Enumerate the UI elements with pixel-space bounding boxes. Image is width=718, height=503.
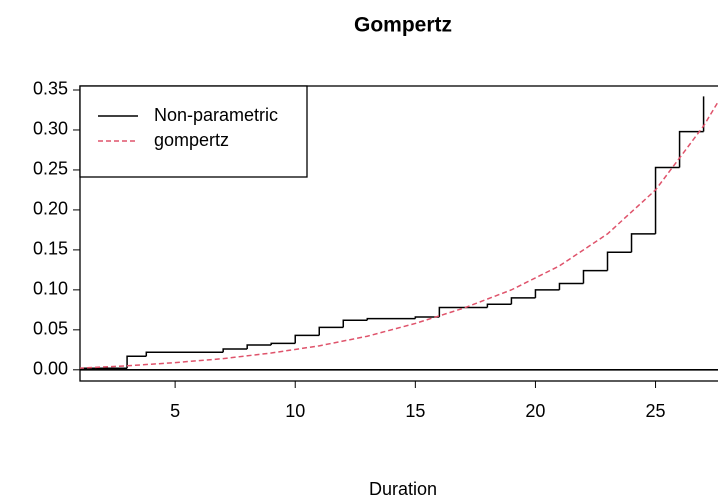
y-tick-label: 0.00 [33, 359, 68, 379]
step-segment [414, 316, 440, 319]
x-axis-label: Duration [369, 479, 437, 499]
step-segment [510, 297, 536, 305]
x-tick-label: 5 [170, 401, 180, 421]
step-segment [126, 355, 147, 369]
step-segment [606, 251, 632, 271]
y-tick-label: 0.15 [33, 239, 68, 259]
y-tick-label: 0.25 [33, 159, 68, 179]
series-line [80, 101, 718, 369]
step-segment [342, 319, 368, 328]
step-segment [654, 166, 680, 234]
step-segment [294, 334, 320, 344]
x-tick-label: 25 [646, 401, 666, 421]
step-segment [558, 282, 584, 290]
x-tick-label: 15 [405, 401, 425, 421]
y-tick-label: 0.05 [33, 319, 68, 339]
x-tick-label: 10 [285, 401, 305, 421]
y-tick-label: 0.30 [33, 119, 68, 139]
step-segment [630, 233, 656, 253]
step-segment [438, 306, 488, 318]
step-segment [145, 351, 224, 357]
step-segment [318, 326, 344, 336]
step-segment [678, 130, 704, 168]
step-segment [366, 317, 416, 321]
legend-label: gompertz [154, 130, 229, 150]
legend-box [79, 85, 308, 178]
step-segment [270, 342, 296, 346]
step-segment [486, 303, 512, 308]
plot-area [80, 96, 718, 371]
y-tick-label: 0.20 [33, 199, 68, 219]
step-segment [222, 348, 248, 353]
chart-title: Gompertz [354, 14, 452, 37]
plot-frame [79, 85, 718, 382]
y-tick-label: 0.10 [33, 279, 68, 299]
y-tick-label: 0.35 [33, 79, 68, 99]
x-tick-label: 20 [525, 401, 545, 421]
legend-label: Non-parametric [154, 105, 278, 125]
step-segment [534, 289, 560, 298]
step-segment [582, 269, 608, 284]
step-segment [246, 344, 272, 350]
